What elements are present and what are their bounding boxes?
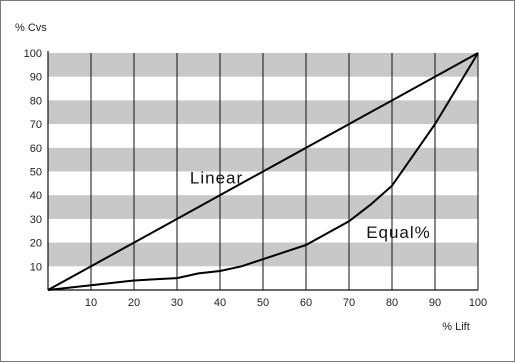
x-tick-label-20: 20	[128, 297, 140, 309]
y-tick-label-30: 30	[30, 214, 42, 226]
y-tick-label-40: 40	[30, 190, 42, 202]
equal-percent-series-label: Equal%	[366, 223, 431, 242]
x-tick-labels: 10 20 30 40 50 60 70 80 90 100	[85, 297, 487, 309]
y-tick-label-90: 90	[30, 72, 42, 84]
linear-series-label: Linear	[190, 168, 243, 187]
x-tick-label-30: 30	[171, 297, 183, 309]
x-tick-label-100: 100	[469, 297, 487, 309]
y-tick-label-10: 10	[30, 261, 42, 273]
x-tick-label-50: 50	[257, 297, 269, 309]
x-tick-label-70: 70	[343, 297, 355, 309]
x-axis-title: % Lift	[442, 321, 470, 333]
axes	[47, 51, 478, 291]
y-tick-label-60: 60	[30, 143, 42, 155]
y-tick-label-100: 100	[24, 48, 42, 60]
x-tick-label-40: 40	[214, 297, 226, 309]
x-tick-label-90: 90	[429, 297, 441, 309]
y-tick-label-80: 80	[30, 95, 42, 107]
y-tick-label-70: 70	[30, 119, 42, 131]
y-tick-label-50: 50	[30, 167, 42, 179]
series-lines	[47, 52, 479, 291]
y-axis-title: % Cvs	[15, 22, 47, 34]
x-tick-label-60: 60	[300, 297, 312, 309]
x-tick-label-10: 10	[85, 297, 97, 309]
x-tick-label-80: 80	[386, 297, 398, 309]
series-line-linear	[47, 52, 479, 291]
series-line-equal-	[47, 52, 479, 291]
y-tick-labels: 10 20 30 40 50 60 70 80 90 100	[24, 48, 42, 273]
y-tick-label-20: 20	[30, 238, 42, 250]
